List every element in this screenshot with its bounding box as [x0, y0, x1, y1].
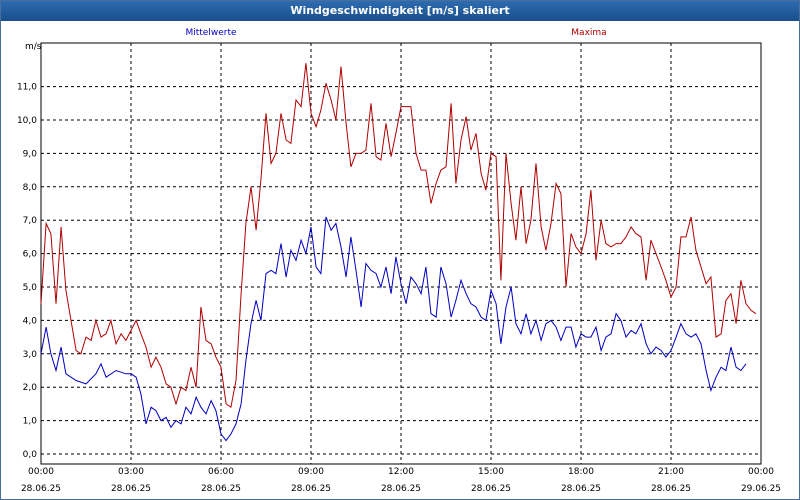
y-axis: 0,0 1,0 2,0 3,0 4,0 5,0 6,0 7,0 8,0 9,0 10,0 11,0: [17, 83, 37, 460]
x-tick-date: 28.06.25: [651, 484, 691, 494]
x-tick-time: 15:00: [478, 467, 504, 477]
x-tick-time: 06:00: [208, 467, 234, 477]
y-tick-label: 11,0: [17, 83, 37, 93]
y-tick-label: 6,0: [23, 250, 38, 260]
y-tick-label: 8,0: [23, 183, 38, 193]
x-tick-date: 28.06.25: [471, 484, 511, 494]
x-tick-time: 00:00: [748, 467, 774, 477]
grid: [41, 43, 761, 464]
y-tick-label: 0,0: [23, 450, 38, 460]
y-tick-label: 5,0: [23, 283, 38, 293]
series-maxima-line: [40, 63, 757, 409]
y-tick-label: 4,0: [23, 316, 38, 326]
legend-mittelwerte: Mittelwerte: [185, 28, 236, 38]
x-tick-time: 12:00: [388, 467, 414, 477]
series-lines: [40, 63, 757, 442]
x-tick-time: 03:00: [118, 467, 144, 477]
x-tick-time: 00:00: [28, 467, 54, 477]
x-tick-date: 28.06.25: [561, 484, 601, 494]
legend-maxima: Maxima: [571, 28, 606, 38]
x-tick-date: 28.06.25: [381, 484, 421, 494]
y-tick-label: 7,0: [23, 216, 38, 226]
y-tick-label: 9,0: [23, 149, 38, 159]
x-tick-date: 28.06.25: [21, 484, 61, 494]
y-tick-label: 10,0: [17, 116, 37, 126]
plot-frame: [40, 42, 762, 465]
y-tick-label: 2,0: [23, 383, 38, 393]
x-axis: 00:00 28.06.25 03:00 28.06.25 06:00 28.06.25 0…: [21, 467, 781, 494]
window-title: Windgeschwindigkeit [m/s] skaliert: [1, 1, 799, 21]
y-tick-label: 1,0: [23, 417, 38, 427]
y-tick-label: 3,0: [23, 350, 38, 360]
x-tick-time: 21:00: [658, 467, 684, 477]
x-tick-date: 28.06.25: [111, 484, 151, 494]
x-tick-date: 28.06.25: [201, 484, 241, 494]
x-tick-date: 29.06.25: [741, 484, 781, 494]
y-axis-label: m/s: [25, 42, 42, 52]
x-tick-time: 18:00: [568, 467, 594, 477]
x-tick-time: 09:00: [298, 467, 324, 477]
x-tick-date: 28.06.25: [291, 484, 331, 494]
line-chart: 0,0 1,0 2,0 3,0 4,0 5,0 6,0 7,0 8,0 9,0 10,0 11,0 0…: [17, 28, 781, 494]
series-mittelwerte-line: [40, 216, 747, 442]
